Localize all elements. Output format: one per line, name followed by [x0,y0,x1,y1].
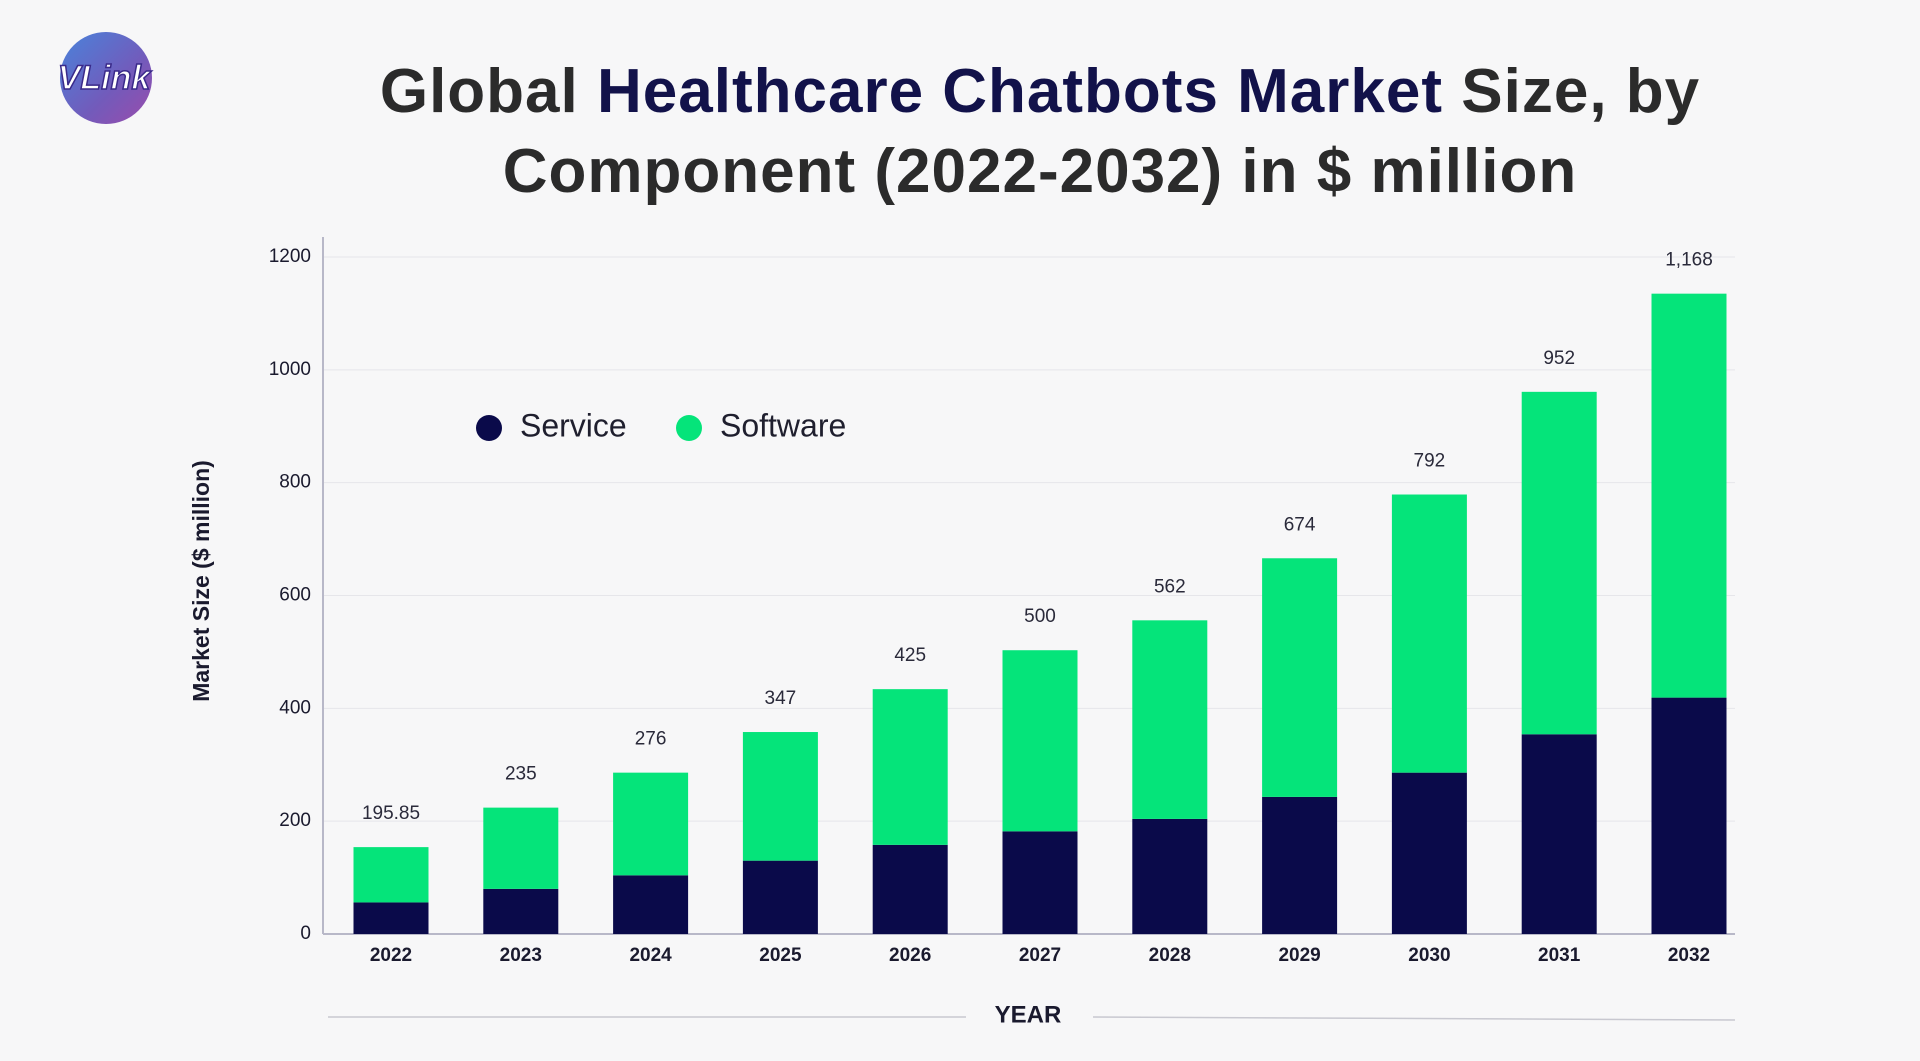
logo: VLink [57,32,153,124]
bar-segment [1132,818,1208,934]
title-highlight: Healthcare Chatbots Market [597,57,1444,126]
bar-segment [1132,620,1208,819]
x-tick-label: 2029 [1278,945,1320,966]
x-tick-label: 2023 [500,945,542,966]
bar-segment [353,902,429,934]
y-tick-label: 0 [300,923,311,944]
bar-segment [872,844,948,934]
bar-segment [613,772,689,876]
bar-segment [1521,734,1597,934]
bar-segment [742,860,818,934]
total-label: 276 [635,729,667,750]
x-tick-label: 2032 [1668,945,1710,966]
bar-segment [1391,494,1467,773]
title-line: Global Healthcare Chatbots Market Size, … [210,52,1870,132]
bar-segment [613,875,689,934]
total-label: 1,168 [1665,250,1713,271]
bar-segment [1262,796,1338,934]
bar-segment [1391,772,1467,934]
y-tick-label: 200 [279,810,311,831]
logo-text: VLink [58,59,153,97]
x-tick-label: 2026 [889,945,931,966]
x-title-rule [1092,1016,1736,1021]
y-tick-label: 1000 [269,359,311,380]
bar-segment [1262,558,1338,797]
y-axis-title: Market Size ($ million) [188,460,214,702]
title-line: Component (2022-2032) in $ million [502,137,1578,206]
legend-label: Service [520,407,627,443]
y-tick-label: 600 [279,585,311,606]
total-label: 425 [894,645,926,666]
chart-title: Global Healthcare Chatbots Market Size, … [210,52,1870,212]
bar-segment [1521,391,1597,735]
y-tick-label: 800 [279,472,311,493]
bar-segment [1651,293,1727,698]
bar-segment [742,732,818,861]
total-label: 674 [1284,514,1316,535]
bar-segment [872,689,948,845]
x-tick-label: 2031 [1538,945,1581,966]
x-tick-label: 2024 [629,945,672,966]
bar-segment [353,847,429,903]
legend-swatch [676,415,702,441]
total-label: 792 [1414,451,1446,472]
bar-segment [1002,831,1078,934]
x-tick-label: 2027 [1019,945,1061,966]
title-part: Global [379,57,597,126]
total-label: 347 [765,688,797,709]
total-label: 562 [1154,576,1186,597]
x-tick-label: 2022 [370,945,412,966]
bar-segment [1651,697,1727,934]
y-tick-label: 400 [279,697,311,718]
x-tick-label: 2028 [1149,945,1191,966]
total-label: 952 [1543,348,1575,369]
x-axis-title: YEAR [995,1001,1062,1028]
legend-swatch [476,415,502,441]
logo-globe [60,32,152,124]
total-label: 195.85 [362,803,420,824]
bar-segment [483,888,559,934]
bar-segment [483,807,559,889]
y-tick-label: 1200 [269,246,311,267]
total-label: 500 [1024,606,1056,627]
total-label: 235 [505,764,537,785]
title-part: Size, by [1443,57,1701,126]
bar-segment [1002,650,1078,832]
legend-label: Software [720,407,846,443]
x-tick-label: 2025 [759,945,802,966]
x-tick-label: 2030 [1408,945,1450,966]
